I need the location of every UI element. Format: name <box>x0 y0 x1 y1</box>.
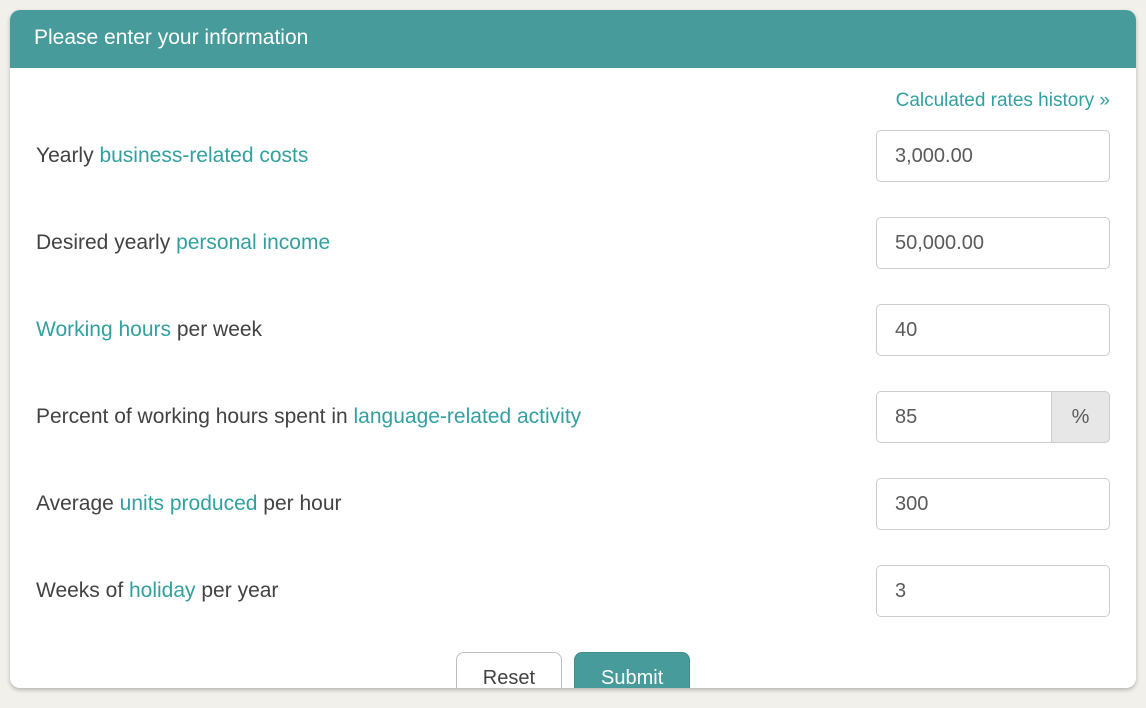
link-working-hours[interactable]: Working hours <box>36 318 171 341</box>
link-business-related-costs[interactable]: business-related costs <box>99 144 308 167</box>
card-title: Please enter your information <box>34 26 308 49</box>
label-text: Weeks of <box>36 579 129 602</box>
input-working-hours[interactable] <box>876 304 1110 356</box>
input-personal-income[interactable] <box>876 217 1110 269</box>
label-text: Desired yearly <box>36 231 176 254</box>
input-wrap-working-hours <box>876 304 1110 356</box>
row-working-hours: Working hours per week <box>36 304 1110 356</box>
label-text: per week <box>171 318 262 341</box>
row-business-costs: Yearly business-related costs <box>36 130 1110 182</box>
button-row: Reset Submit <box>36 652 1110 688</box>
input-wrap-personal-income <box>876 217 1110 269</box>
input-wrap-holiday-weeks <box>876 565 1110 617</box>
input-percent-activity[interactable] <box>876 391 1051 443</box>
reset-button[interactable]: Reset <box>456 652 562 688</box>
input-wrap-business-costs <box>876 130 1110 182</box>
row-holiday-weeks: Weeks of holiday per year <box>36 565 1110 617</box>
input-business-costs[interactable] <box>876 130 1110 182</box>
row-percent-activity: Percent of working hours spent in langua… <box>36 391 1110 443</box>
label-holiday-weeks: Weeks of holiday per year <box>36 579 278 603</box>
label-text: Percent of working hours spent in <box>36 405 354 428</box>
label-working-hours: Working hours per week <box>36 318 262 342</box>
label-text: per hour <box>257 492 341 515</box>
link-personal-income[interactable]: personal income <box>176 231 330 254</box>
input-wrap-units-produced <box>876 478 1110 530</box>
label-percent-activity: Percent of working hours spent in langua… <box>36 405 581 429</box>
label-units-produced: Average units produced per hour <box>36 492 342 516</box>
link-language-related-activity[interactable]: language-related activity <box>354 405 582 428</box>
row-units-produced: Average units produced per hour <box>36 478 1110 530</box>
form-card: Please enter your information Calculated… <box>10 10 1136 688</box>
percent-addon: % <box>1051 391 1110 443</box>
input-units-produced[interactable] <box>876 478 1110 530</box>
row-personal-income: Desired yearly personal income <box>36 217 1110 269</box>
label-text: per year <box>196 579 279 602</box>
label-personal-income: Desired yearly personal income <box>36 231 330 255</box>
link-units-produced[interactable]: units produced <box>120 492 258 515</box>
input-wrap-percent-activity: % <box>876 391 1110 443</box>
link-holiday[interactable]: holiday <box>129 579 196 602</box>
calculated-rates-history-link[interactable]: Calculated rates history » <box>896 90 1110 111</box>
input-holiday-weeks[interactable] <box>876 565 1110 617</box>
label-text: Average <box>36 492 120 515</box>
label-text: Yearly <box>36 144 99 167</box>
submit-button[interactable]: Submit <box>574 652 690 688</box>
label-business-costs: Yearly business-related costs <box>36 144 308 168</box>
card-header: Please enter your information <box>10 10 1136 68</box>
history-row: Calculated rates history » <box>36 90 1110 112</box>
card-body: Calculated rates history » Yearly busine… <box>10 68 1136 688</box>
